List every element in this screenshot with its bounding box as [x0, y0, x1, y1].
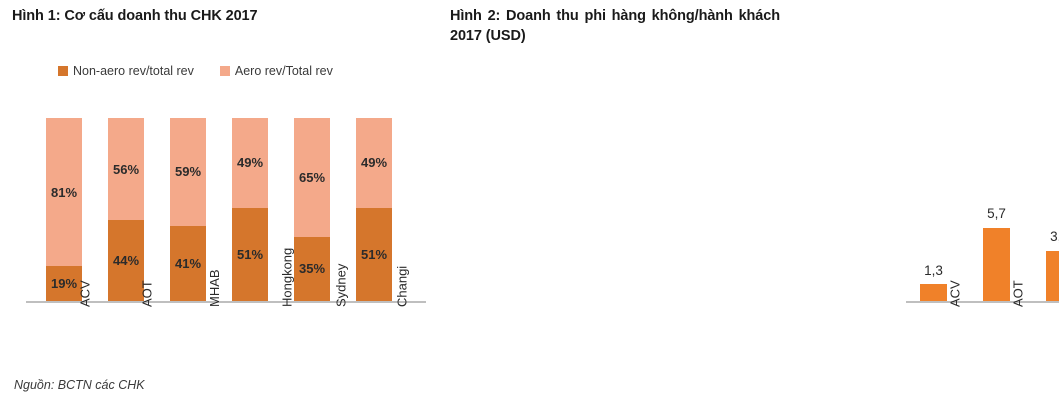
- legend-label-aero: Aero rev/Total rev: [234, 64, 333, 78]
- figure-1-legend: Non-aero rev/total rev Aero rev/Total re…: [58, 64, 333, 78]
- figure-1-category-label-changi: Changi: [394, 265, 410, 307]
- figure-1-category-label-mhab: MHAB: [206, 269, 222, 307]
- legend-item-aero[interactable]: Aero rev/Total rev: [219, 64, 333, 78]
- legend-swatch-non-aero-icon: [58, 66, 68, 76]
- figure-1-bar-mhab[interactable]: 59% 41% MHAB: [170, 118, 222, 307]
- figure-2-bar-fill: [983, 227, 1010, 301]
- figure-1-bar-sydney[interactable]: 65% 35% Sydney: [294, 118, 349, 307]
- figure-1-segment-non-aero: 41%: [170, 225, 206, 301]
- figure-1-bar-hongkong[interactable]: 49% 51% Hongkong: [232, 118, 295, 307]
- figure-1-segment-aero: 49%: [232, 118, 268, 208]
- figure-2-value-label-mhab: 3,9: [1050, 229, 1059, 245]
- figure-2-x-axis: [906, 301, 1059, 303]
- figure-1-plot-area: 81% 19% ACV 56% 44% AOT 59% 41% MHAB 49% 51% Hongko…: [26, 108, 426, 307]
- figure-2-category-label-acv: ACV: [946, 280, 962, 307]
- figure-1-non-aero-value-label: 19%: [50, 276, 78, 292]
- figure-1-segment-non-aero: 51%: [232, 207, 268, 301]
- figure-1-non-aero-value-label: 51%: [360, 246, 388, 262]
- figure-1-segment-aero: 59%: [170, 118, 206, 226]
- figure-1-aero-value-label: 56%: [112, 161, 140, 177]
- figure-1-category-label-aot: AOT: [139, 280, 155, 307]
- figure-1-aero-value-label: 59%: [174, 164, 202, 180]
- figure-2-panel: Hình 2: Doanh thu phi hàng không/hành kh…: [440, 0, 1059, 412]
- legend-swatch-aero-icon: [219, 66, 230, 76]
- figure-2-bar-acv[interactable]: 1,3 ACV: [920, 258, 962, 307]
- legend-item-non-aero[interactable]: Non-aero rev/total rev: [58, 64, 194, 78]
- figure-2-value-label-aot: 5,7: [987, 206, 1006, 222]
- figure-1-aero-value-label: 81%: [50, 184, 78, 200]
- figure-1-segment-non-aero: 35%: [294, 236, 330, 301]
- figure-2-bar-fill: [920, 284, 947, 301]
- figure-1-aero-value-label: 49%: [236, 155, 264, 171]
- figure-1-bar-acv[interactable]: 81% 19% ACV: [46, 118, 92, 307]
- figure-2-bar-fill: [1046, 250, 1059, 301]
- figure-1-segment-aero: 81%: [46, 118, 82, 267]
- figure-1-title: Hình 1: Cơ cấu doanh thu CHK 2017: [12, 8, 258, 24]
- figure-1-aero-value-label: 49%: [360, 155, 388, 171]
- figure-1-non-aero-value-label: 41%: [174, 255, 202, 271]
- figure-2-category-label-aot: AOT: [1009, 280, 1025, 307]
- figure-2-bar-mhab[interactable]: 3,9MHAB: [1046, 225, 1059, 301]
- figure-2-title: Hình 2: Doanh thu phi hàng không/hành kh…: [450, 8, 780, 44]
- figure-1-non-aero-value-label: 35%: [298, 261, 326, 277]
- source-note: Nguồn: BCTN các CHK: [14, 378, 145, 392]
- figure-1-x-axis: [26, 301, 426, 303]
- legend-label-non-aero: Non-aero rev/total rev: [73, 64, 194, 78]
- figure-1-segment-aero: 56%: [108, 118, 144, 221]
- figure-1-bar-changi[interactable]: 49% 51% Changi: [356, 118, 410, 307]
- figure-1-bar-aot[interactable]: 56% 44% AOT: [108, 118, 154, 307]
- figure-1-segment-aero: 65%: [294, 118, 330, 237]
- figure-1-non-aero-value-label: 51%: [236, 246, 264, 262]
- figure-2-bar-aot[interactable]: 5,7 AOT: [983, 202, 1025, 307]
- figure-1-non-aero-value-label: 44%: [112, 253, 140, 269]
- figure-1-category-label-sydney: Sydney: [333, 263, 349, 307]
- figure-2-plot-area: 1,3ACV5,7AOT3,9MHAB16,5Hongkong11,8Sydne…: [906, 80, 1059, 307]
- figure-1-aero-value-label: 65%: [298, 169, 326, 185]
- figure-1-category-label-hongkong: Hongkong: [279, 247, 295, 307]
- figure-1-category-label-acv: ACV: [77, 280, 93, 307]
- figure-1-segment-aero: 49%: [356, 118, 392, 208]
- figure-1-segment-non-aero: 44%: [108, 220, 144, 301]
- figure-2-value-label-acv: 1,3: [924, 262, 943, 278]
- figure-1-segment-non-aero: 19%: [46, 266, 82, 301]
- figure-1-segment-non-aero: 51%: [356, 207, 392, 301]
- figure-1-panel: Hình 1: Cơ cấu doanh thu CHK 2017 Non-ae…: [0, 0, 440, 412]
